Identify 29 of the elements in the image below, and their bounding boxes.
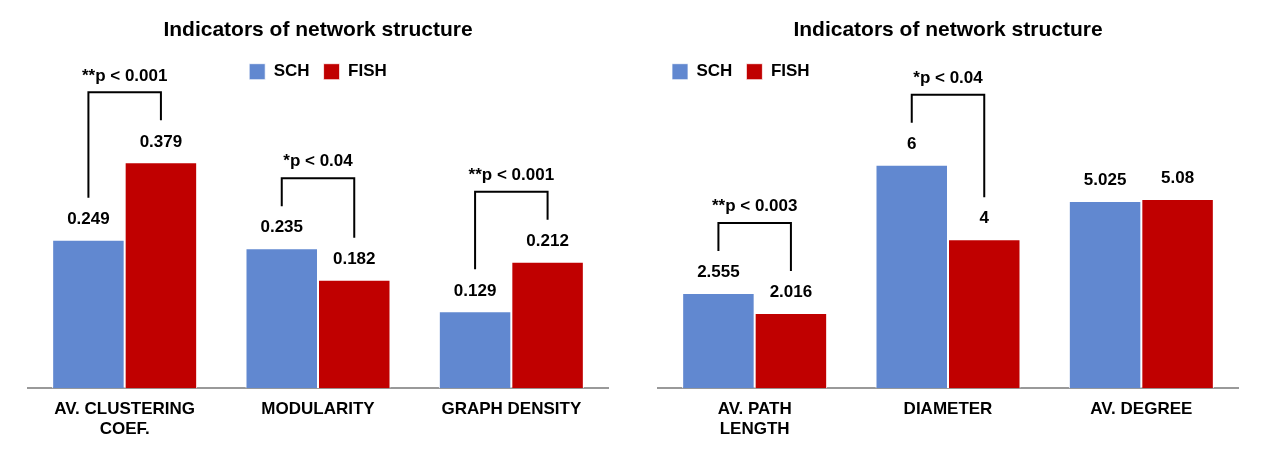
data-label: 0.129: [453, 280, 497, 300]
data-label: 6: [907, 133, 917, 153]
x-tick-label: GRAPH DENSITY: [441, 399, 582, 419]
legend-label: SCH: [696, 61, 733, 81]
legend-label: SCH: [273, 61, 310, 81]
data-label: 5.08: [1161, 168, 1195, 188]
data-label: 5.025: [1083, 170, 1127, 190]
data-label: 4: [979, 208, 990, 228]
x-tick-label: MODULARITY: [261, 399, 376, 419]
data-label: 0.249: [67, 208, 110, 228]
data-label: 2.555: [697, 262, 740, 282]
data-label: 2.016: [769, 282, 813, 302]
text: *p < 0.04: [913, 67, 984, 87]
x-tick-label: DIAMETER: [903, 399, 993, 419]
annotation: **p < 0.001: [468, 165, 555, 185]
legend-label: FISH: [348, 61, 387, 81]
text: **p < 0.001: [81, 65, 168, 85]
data-label: 0.379: [139, 131, 183, 151]
legend-label: FISH: [770, 61, 810, 81]
data-label: 0.182: [332, 248, 376, 268]
chart-title: Indicators of network structure: [793, 17, 1103, 41]
annotation: *p < 0.04: [283, 151, 354, 171]
x-tick-label: AV. PATH LENGTH: [717, 399, 792, 439]
chart-title: Indicators of network structure: [163, 17, 473, 41]
data-label: 0.212: [526, 231, 569, 251]
annotation: **p < 0.003: [711, 196, 798, 216]
x-tick-label: AV. CLUSTERING COEF.: [54, 399, 196, 439]
x-tick-label: AV. DEGREE: [1090, 399, 1193, 419]
data-label: 0.235: [260, 217, 304, 237]
